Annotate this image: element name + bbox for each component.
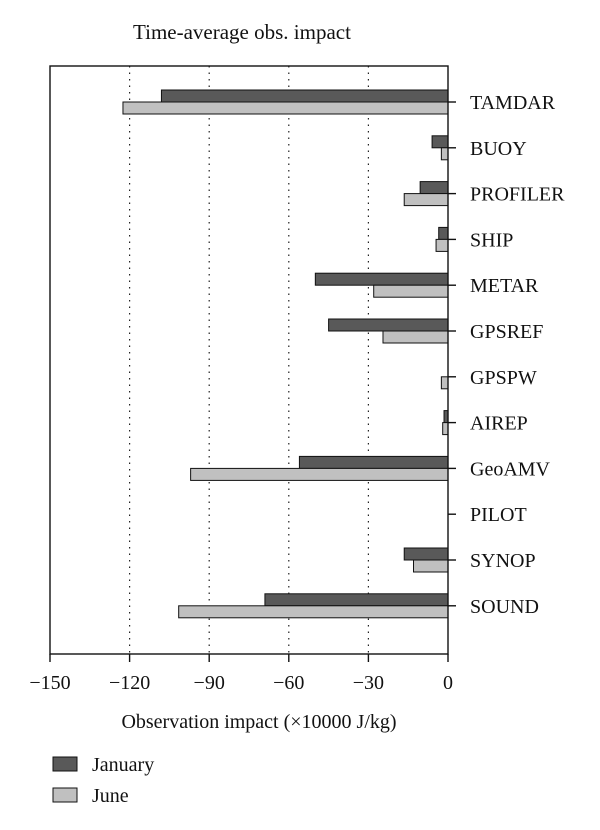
x-tick-label: −120 xyxy=(109,672,150,694)
bar-ship-january xyxy=(438,226,449,240)
bar-buoy-january xyxy=(431,135,449,149)
bar-buoy-june xyxy=(440,147,449,161)
x-tick-label: −30 xyxy=(353,672,384,694)
bar-geoamv-june xyxy=(190,467,449,481)
category-label-buoy: BUOY xyxy=(470,138,527,160)
category-label-pilot: PILOT xyxy=(470,504,527,526)
x-tick-label: 0 xyxy=(443,672,453,694)
bar-sound-june xyxy=(178,605,449,619)
x-tick-label: −60 xyxy=(273,672,304,694)
bar-tamdar-june xyxy=(122,101,449,115)
legend: January June xyxy=(52,754,154,807)
bar-profiler-january xyxy=(419,181,449,195)
category-label-gpspw: GPSPW xyxy=(470,367,537,389)
bar-geoamv-january xyxy=(298,455,449,469)
legend-label-june: June xyxy=(92,785,129,807)
category-label-profiler: PROFILER xyxy=(470,184,565,206)
gridlines xyxy=(129,66,369,654)
legend-swatch-january xyxy=(52,756,78,772)
x-axis-ticks: −150 −120 −90 −60 −30 0 xyxy=(29,654,453,694)
bar-sound-january xyxy=(264,593,449,607)
bar-profiler-june xyxy=(403,193,449,207)
x-axis-label: Observation impact (×10000 J/kg) xyxy=(121,711,396,733)
legend-swatch-june xyxy=(52,787,78,803)
bar-metar-june xyxy=(373,284,449,298)
bars xyxy=(122,89,449,619)
category-label-geoamv: GeoAMV xyxy=(470,458,551,480)
bar-gpsref-june xyxy=(382,330,449,344)
category-label-airep: AIREP xyxy=(470,413,528,435)
x-tick-label: −90 xyxy=(194,672,225,694)
x-tick-label: −150 xyxy=(29,672,70,694)
category-label-metar: METAR xyxy=(470,275,539,297)
bar-gpspw-june xyxy=(440,376,449,390)
bar-tamdar-january xyxy=(160,89,449,103)
bar-synop-june xyxy=(413,559,449,573)
category-label-tamdar: TAMDAR xyxy=(470,92,556,114)
bar-gpsref-january xyxy=(328,318,449,332)
plot-frame xyxy=(49,65,449,655)
bar-ship-june xyxy=(435,238,449,252)
bar-airep-june xyxy=(442,422,449,436)
chart-title: Time-average obs. impact xyxy=(133,20,351,44)
category-label-ship: SHIP xyxy=(470,229,513,251)
legend-label-january: January xyxy=(92,754,154,776)
category-labels: TAMDAR BUOY PROFILER SHIP METAR GPSREF GPSPW AI… xyxy=(448,92,565,618)
category-label-synop: SYNOP xyxy=(470,550,536,572)
bar-synop-january xyxy=(403,547,449,561)
category-label-gpsref: GPSREF xyxy=(470,321,543,343)
category-label-sound: SOUND xyxy=(470,596,539,618)
bar-metar-january xyxy=(314,272,449,286)
